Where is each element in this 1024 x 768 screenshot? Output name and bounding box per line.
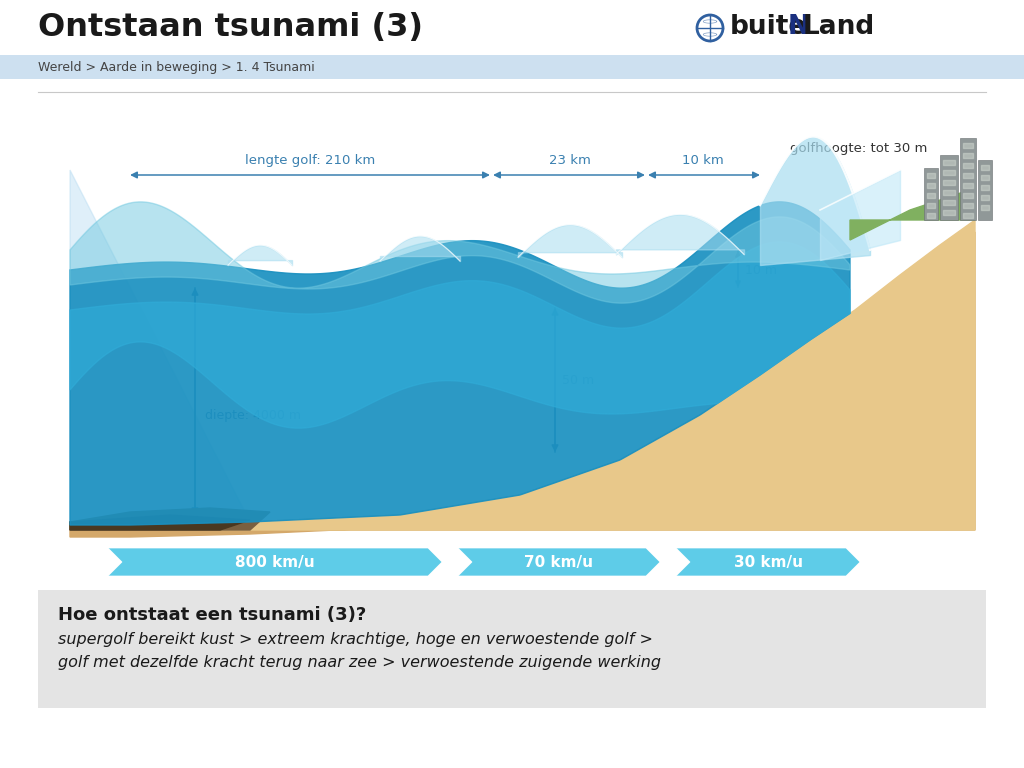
- Text: supergolf bereikt kust > extreem krachtige, hoge en verwoestende golf >: supergolf bereikt kust > extreem krachti…: [58, 632, 653, 647]
- Text: golf met dezelfde kracht terug naar zee > verwoestende zuigende werking: golf met dezelfde kracht terug naar zee …: [58, 655, 662, 670]
- Bar: [0, 55, 1024, 79]
- Polygon shape: [70, 220, 975, 530]
- Polygon shape: [70, 508, 270, 530]
- Text: golfhoogte: tot 30 m: golfhoogte: tot 30 m: [790, 142, 928, 155]
- Bar: [38, 590, 986, 708]
- Text: 10 km: 10 km: [682, 154, 724, 167]
- Polygon shape: [70, 515, 250, 530]
- Text: Wereld > Aarde in beweging > 1. 4 Tsunami: Wereld > Aarde in beweging > 1. 4 Tsunam…: [38, 61, 314, 74]
- Polygon shape: [70, 202, 850, 525]
- Text: 30 km/u: 30 km/u: [733, 554, 803, 570]
- Text: lengte golf: 210 km: lengte golf: 210 km: [245, 154, 375, 167]
- Text: buite: buite: [730, 14, 807, 40]
- Text: 23 km: 23 km: [549, 154, 591, 167]
- Polygon shape: [70, 242, 850, 428]
- Polygon shape: [676, 548, 860, 576]
- Text: Ontstaan tsunami (3): Ontstaan tsunami (3): [38, 12, 423, 43]
- Bar: [978, 160, 992, 220]
- Bar: [961, 138, 976, 220]
- Polygon shape: [70, 232, 975, 537]
- Text: N: N: [788, 14, 810, 40]
- Text: 70 km/u: 70 km/u: [524, 554, 594, 570]
- Text: 10 m: 10 m: [745, 263, 777, 276]
- Bar: [940, 155, 958, 220]
- Polygon shape: [70, 202, 850, 303]
- Text: Hoe ontstaat een tsunami (3)?: Hoe ontstaat een tsunami (3)?: [58, 606, 367, 624]
- Text: 800 km/u: 800 km/u: [236, 554, 314, 570]
- Polygon shape: [458, 548, 660, 576]
- Polygon shape: [850, 188, 975, 240]
- Text: 50 m: 50 m: [562, 373, 594, 386]
- Text: diepte: 4000 m: diepte: 4000 m: [205, 409, 301, 422]
- Text: Land: Land: [803, 14, 876, 40]
- Polygon shape: [108, 548, 442, 576]
- Polygon shape: [70, 170, 250, 530]
- Bar: [924, 168, 938, 220]
